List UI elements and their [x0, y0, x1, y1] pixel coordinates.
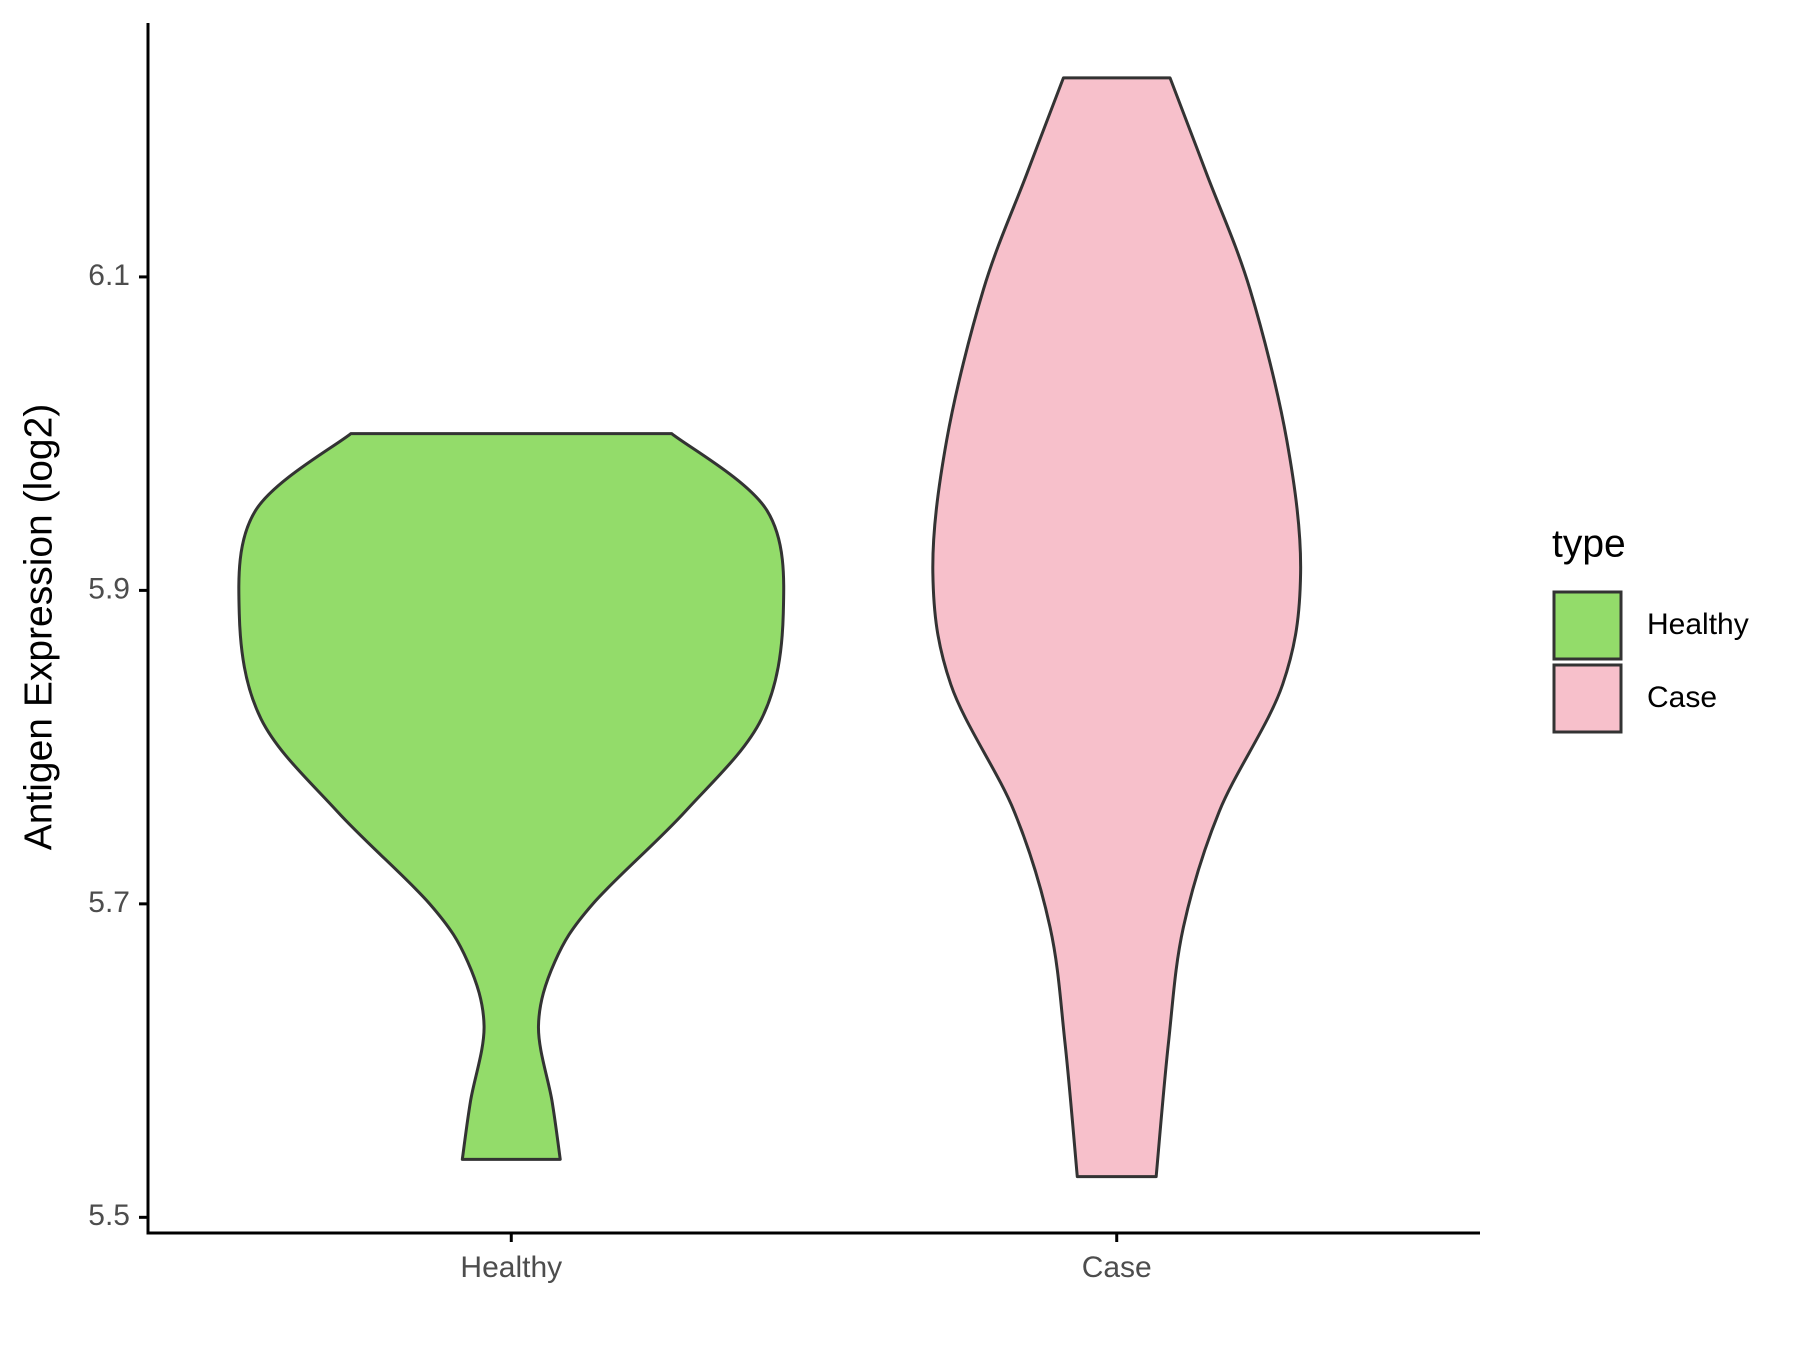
- y-tick-label: 5.7: [88, 886, 130, 919]
- violin: [237, 432, 786, 1161]
- x-tick-label: Case: [1082, 1251, 1152, 1284]
- legend-label: Case: [1647, 681, 1717, 714]
- x-tick-label: Healthy: [460, 1251, 562, 1284]
- violin: [931, 76, 1303, 1179]
- y-tick-label: 5.9: [88, 572, 130, 605]
- legend-label: Healthy: [1647, 608, 1749, 641]
- y-axis-label: Antigen Expression (log2): [17, 404, 60, 851]
- legend-title: type: [1552, 522, 1626, 565]
- y-tick-label: 6.1: [88, 259, 130, 292]
- y-tick-label: 5.5: [88, 1199, 130, 1232]
- legend-key: [1552, 590, 1623, 661]
- legend-key: [1552, 663, 1623, 734]
